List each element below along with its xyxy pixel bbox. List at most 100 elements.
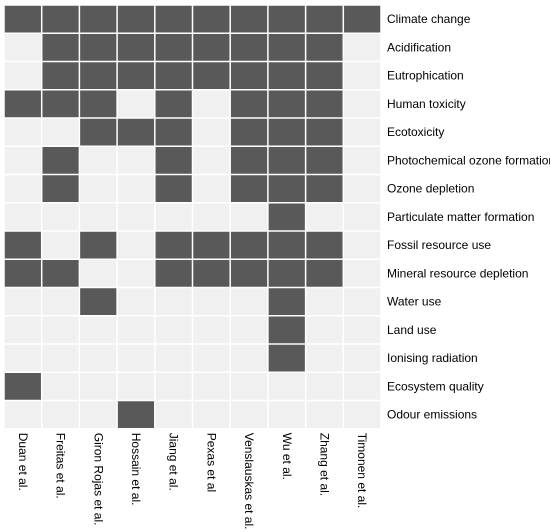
heatmap-cell-acidification-jiang-et-al: [155, 34, 192, 61]
heatmap-cell-ionising-radiation-wu-et-al: [268, 344, 305, 372]
heatmap-cell-odour-emissions-freitas-et-al: [42, 401, 79, 428]
heatmap-cell-acidification-venslauskas-et-al: [230, 34, 268, 61]
heatmap-cell-fossil-resource-use-duan-et-al: [4, 231, 41, 259]
heatmap-cell-eutrophication-wu-et-al: [268, 62, 305, 89]
x-label-zhang-et-al: Zhang et al.: [317, 433, 331, 496]
heatmap-cell-ionising-radiation-hossain-et-al: [117, 344, 155, 372]
heatmap-cell-acidification-wu-et-al: [268, 34, 305, 61]
heatmap-cell-land-use-pexas-et-al: [193, 316, 230, 344]
heatmap-cell-water-use-wu-et-al: [268, 288, 305, 315]
heatmap-cell-mineral-resource-depletion-wu-et-al: [268, 260, 305, 287]
heatmap-cell-climate-change-duan-et-al: [4, 5, 41, 33]
heatmap-cell-land-use-duan-et-al: [4, 316, 41, 344]
y-label-fossil-resource-use: Fossil resource use: [387, 238, 491, 252]
heatmap-cell-water-use-freitas-et-al: [42, 288, 79, 315]
heatmap-cell-eutrophication-duan-et-al: [4, 62, 41, 89]
heatmap-cell-ozone-depletion-hossain-et-al: [117, 175, 155, 202]
heatmap-cell-ozone-depletion-timonen-et-al: [344, 175, 381, 202]
heatmap-cell-ionising-radiation-zhang-et-al: [306, 344, 343, 372]
heatmap-cell-ecotoxicity-timonen-et-al: [344, 118, 381, 146]
heatmap-cell-land-use-wu-et-al: [268, 316, 305, 344]
heatmap-cell-ecotoxicity-duan-et-al: [4, 118, 41, 146]
heatmap-cell-human-toxicity-pexas-et-al: [193, 90, 230, 118]
heatmap-cell-climate-change-jiang-et-al: [155, 5, 192, 33]
heatmap-cell-mineral-resource-depletion-venslauskas-et-al: [230, 260, 268, 287]
heatmap-cell-climate-change-hossain-et-al: [117, 5, 155, 33]
heatmap-cell-water-use-venslauskas-et-al: [230, 288, 268, 315]
heatmap-cell-fossil-resource-use-pexas-et-al: [193, 231, 230, 259]
heatmap-cell-ecosystem-quality-venslauskas-et-al: [230, 373, 268, 400]
heatmap-cell-mineral-resource-depletion-timonen-et-al: [344, 260, 381, 287]
heatmap-cell-ozone-depletion-freitas-et-al: [42, 175, 79, 202]
heatmap-cell-climate-change-pexas-et-al: [193, 5, 230, 33]
heatmap-cell-particulate-matter-formation-zhang-et-al: [306, 203, 343, 231]
heatmap-cell-land-use-hossain-et-al: [117, 316, 155, 344]
heatmap-cell-particulate-matter-formation-giron-rojas-et-al: [80, 203, 117, 231]
heatmap-cell-ecosystem-quality-wu-et-al: [268, 373, 305, 400]
heatmap-cell-ecotoxicity-wu-et-al: [268, 118, 305, 146]
heatmap-cell-ozone-depletion-giron-rojas-et-al: [80, 175, 117, 202]
heatmap-cell-photochemical-ozone-formation-zhang-et-al: [306, 147, 343, 174]
heatmap-cell-particulate-matter-formation-hossain-et-al: [117, 203, 155, 231]
heatmap-cell-water-use-timonen-et-al: [344, 288, 381, 315]
heatmap-cell-fossil-resource-use-wu-et-al: [268, 231, 305, 259]
heatmap-cell-climate-change-zhang-et-al: [306, 5, 343, 33]
heatmap-cell-odour-emissions-wu-et-al: [268, 401, 305, 428]
heatmap-cell-ecosystem-quality-jiang-et-al: [155, 373, 192, 400]
heatmap-cell-eutrophication-timonen-et-al: [344, 62, 381, 89]
heatmap-cell-ecotoxicity-venslauskas-et-al: [230, 118, 268, 146]
heatmap-cell-acidification-duan-et-al: [4, 34, 41, 61]
heatmap-cell-eutrophication-venslauskas-et-al: [230, 62, 268, 89]
heatmap-cell-eutrophication-hossain-et-al: [117, 62, 155, 89]
heatmap-cell-fossil-resource-use-giron-rojas-et-al: [80, 231, 117, 259]
x-label-pexas-et-al: Pexas et al: [204, 433, 218, 492]
x-label-duan-et-al: Duan et al.: [16, 433, 30, 491]
y-label-odour-emissions: Odour emissions: [387, 408, 477, 422]
heatmap-cell-ecosystem-quality-freitas-et-al: [42, 373, 79, 400]
heatmap-cell-human-toxicity-hossain-et-al: [117, 90, 155, 118]
heatmap-cell-mineral-resource-depletion-duan-et-al: [4, 260, 41, 287]
x-label-venslauskas-et-al: Venslauskas et al.: [242, 433, 256, 530]
heatmap-cell-ecotoxicity-giron-rojas-et-al: [80, 118, 117, 146]
heatmap-cell-ecosystem-quality-zhang-et-al: [306, 373, 343, 400]
heatmap-cell-ecosystem-quality-duan-et-al: [4, 373, 41, 400]
heatmap-cell-particulate-matter-formation-duan-et-al: [4, 203, 41, 231]
heatmap-cell-eutrophication-freitas-et-al: [42, 62, 79, 89]
x-label-jiang-et-al: Jiang et al.: [167, 433, 181, 491]
heatmap-cell-mineral-resource-depletion-giron-rojas-et-al: [80, 260, 117, 287]
heatmap-cell-ionising-radiation-jiang-et-al: [155, 344, 192, 372]
heatmap-cell-eutrophication-jiang-et-al: [155, 62, 192, 89]
heatmap-cell-odour-emissions-giron-rojas-et-al: [80, 401, 117, 428]
heatmap-cell-human-toxicity-venslauskas-et-al: [230, 90, 268, 118]
heatmap-cell-particulate-matter-formation-wu-et-al: [268, 203, 305, 231]
heatmap-cell-odour-emissions-duan-et-al: [4, 401, 41, 428]
heatmap-cell-mineral-resource-depletion-zhang-et-al: [306, 260, 343, 287]
heatmap-cell-mineral-resource-depletion-jiang-et-al: [155, 260, 192, 287]
heatmap-cell-particulate-matter-formation-timonen-et-al: [344, 203, 381, 231]
heatmap-cell-ionising-radiation-giron-rojas-et-al: [80, 344, 117, 372]
heatmap-cell-particulate-matter-formation-venslauskas-et-al: [230, 203, 268, 231]
heatmap-cell-odour-emissions-zhang-et-al: [306, 401, 343, 428]
heatmap-cell-fossil-resource-use-jiang-et-al: [155, 231, 192, 259]
y-label-land-use: Land use: [387, 323, 437, 337]
y-label-mineral-resource-depletion: Mineral resource depletion: [387, 266, 528, 280]
heatmap-cell-ozone-depletion-pexas-et-al: [193, 175, 230, 202]
y-label-ecosystem-quality: Ecosystem quality: [387, 379, 484, 393]
heatmap-cell-acidification-giron-rojas-et-al: [80, 34, 117, 61]
heatmap-cell-ozone-depletion-jiang-et-al: [155, 175, 192, 202]
heatmap-cell-land-use-zhang-et-al: [306, 316, 343, 344]
heatmap-cell-land-use-timonen-et-al: [344, 316, 381, 344]
heatmap-cell-odour-emissions-timonen-et-al: [344, 401, 381, 428]
x-label-giron-rojas-et-al: Giron Rojas et al.: [91, 433, 105, 526]
y-label-climate-change: Climate change: [387, 12, 471, 26]
heatmap-cell-ionising-radiation-duan-et-al: [4, 344, 41, 372]
heatmap-cell-human-toxicity-jiang-et-al: [155, 90, 192, 118]
heatmap-cell-photochemical-ozone-formation-timonen-et-al: [344, 147, 381, 174]
heatmap-cell-fossil-resource-use-zhang-et-al: [306, 231, 343, 259]
heatmap-cell-ecosystem-quality-timonen-et-al: [344, 373, 381, 400]
heatmap-cell-acidification-freitas-et-al: [42, 34, 79, 61]
heatmap-cell-fossil-resource-use-timonen-et-al: [344, 231, 381, 259]
y-label-human-toxicity: Human toxicity: [387, 97, 466, 111]
heatmap-cell-photochemical-ozone-formation-venslauskas-et-al: [230, 147, 268, 174]
